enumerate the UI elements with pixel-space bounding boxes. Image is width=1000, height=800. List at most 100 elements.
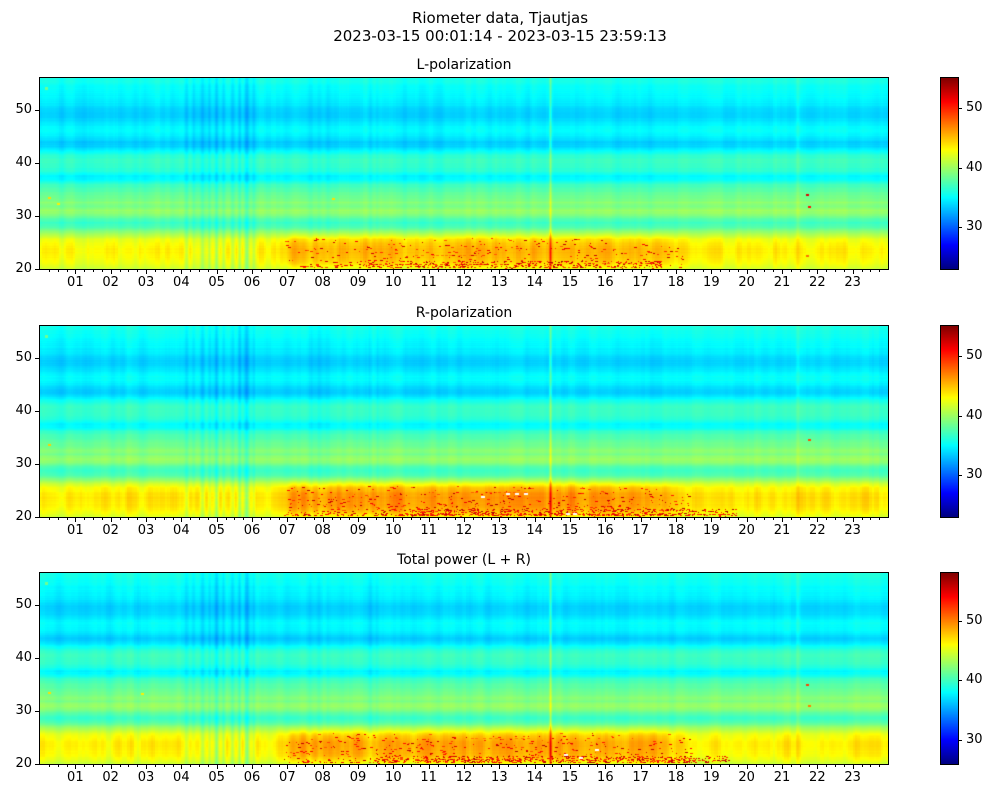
x-minor-tick [190, 270, 192, 272]
x-tick [428, 270, 430, 274]
y-tick-label: 30 [15, 207, 32, 223]
x-minor-tick [861, 270, 863, 272]
x-minor-tick [278, 765, 280, 767]
colorbar-tick-label: 40 [966, 159, 983, 175]
colorbar-tick [958, 740, 962, 742]
x-minor-tick [658, 765, 660, 767]
x-minor-tick [808, 518, 810, 520]
x-minor-tick [349, 270, 351, 272]
x-minor-tick [596, 518, 598, 520]
x-tick [287, 518, 289, 522]
x-minor-tick [561, 765, 563, 767]
colorbar-tick-label: 30 [966, 732, 983, 748]
x-tick-label: 13 [491, 523, 508, 538]
x-tick [605, 518, 607, 522]
x-minor-tick [455, 270, 457, 272]
x-minor-tick [578, 765, 580, 767]
x-minor-tick [234, 765, 236, 767]
x-minor-tick [578, 270, 580, 272]
x-minor-tick [278, 518, 280, 520]
x-minor-tick [481, 765, 483, 767]
x-minor-tick [305, 765, 306, 767]
x-tick [146, 518, 147, 522]
x-tick [570, 765, 571, 769]
x-minor-tick [419, 765, 421, 767]
x-minor-tick [305, 518, 306, 520]
x-tick [640, 518, 642, 522]
heatmap-total-power [40, 573, 888, 764]
colorbar-tick-label: 50 [966, 612, 983, 628]
x-minor-tick [296, 765, 298, 767]
x-tick [181, 518, 183, 522]
heatmap-r-polarization [40, 326, 888, 517]
x-minor-tick [119, 518, 121, 520]
x-minor-tick [366, 765, 368, 767]
x-minor-tick [843, 765, 845, 767]
x-minor-tick [331, 765, 333, 767]
x-minor-tick [826, 270, 828, 272]
x-tick-label: 01 [67, 275, 84, 290]
x-minor-tick [411, 270, 412, 272]
x-minor-tick [66, 270, 68, 272]
x-minor-tick [446, 518, 448, 520]
x-minor-tick [437, 518, 439, 520]
heatmap-l-polarization [40, 78, 888, 269]
x-minor-tick [517, 518, 518, 520]
x-tick-label: 11 [420, 523, 437, 538]
x-minor-tick [207, 518, 209, 520]
x-tick [605, 765, 607, 769]
x-minor-tick [269, 765, 271, 767]
x-tick-label: 18 [667, 770, 685, 785]
x-minor-tick [481, 270, 483, 272]
x-minor-tick [702, 765, 704, 767]
x-minor-tick [296, 518, 298, 520]
x-minor-tick [693, 270, 695, 272]
x-minor-tick [870, 765, 872, 767]
x-tick [711, 765, 713, 769]
x-tick-label: 11 [420, 770, 437, 785]
y-tick [35, 710, 40, 712]
x-minor-tick [649, 518, 651, 520]
x-minor-tick [826, 765, 828, 767]
x-tick [676, 270, 677, 274]
x-minor-tick [163, 270, 165, 272]
x-minor-tick [861, 518, 863, 520]
x-tick [322, 518, 324, 522]
x-minor-tick [234, 518, 236, 520]
x-tick-label: 16 [597, 523, 614, 538]
x-minor-tick [623, 270, 624, 272]
x-minor-tick [172, 518, 174, 520]
x-tick-label: 17 [632, 770, 649, 785]
x-tick [817, 270, 819, 274]
y-tick [35, 517, 40, 518]
x-tick [393, 765, 395, 769]
x-minor-tick [190, 518, 192, 520]
x-minor-tick [490, 518, 492, 520]
x-tick [746, 765, 748, 769]
x-tick-label: 03 [137, 275, 155, 290]
x-minor-tick [172, 270, 174, 272]
x-tick-label: 15 [561, 275, 579, 290]
x-minor-tick [720, 270, 722, 272]
y-tick [35, 109, 40, 111]
x-minor-tick [764, 765, 766, 767]
y-tick [35, 604, 40, 606]
x-tick-label: 20 [738, 275, 755, 290]
x-tick [146, 270, 147, 274]
colorbar-l-polarization [941, 78, 958, 269]
x-tick [676, 518, 677, 522]
y-tick [35, 162, 40, 164]
x-tick [216, 270, 218, 274]
colorbar-total-power [941, 573, 958, 764]
x-minor-tick [331, 518, 333, 520]
colorbar-tick [958, 355, 962, 357]
figure-subtitle: 2023-03-15 00:01:14 - 2023-03-15 23:59:1… [333, 27, 667, 45]
x-minor-tick [790, 765, 792, 767]
x-minor-tick [128, 270, 130, 272]
x-minor-tick [667, 518, 669, 520]
x-tick-label: 13 [491, 275, 508, 290]
x-tick [782, 270, 783, 274]
x-minor-tick [879, 765, 881, 767]
x-tick-label: 01 [67, 523, 84, 538]
x-tick [110, 765, 112, 769]
